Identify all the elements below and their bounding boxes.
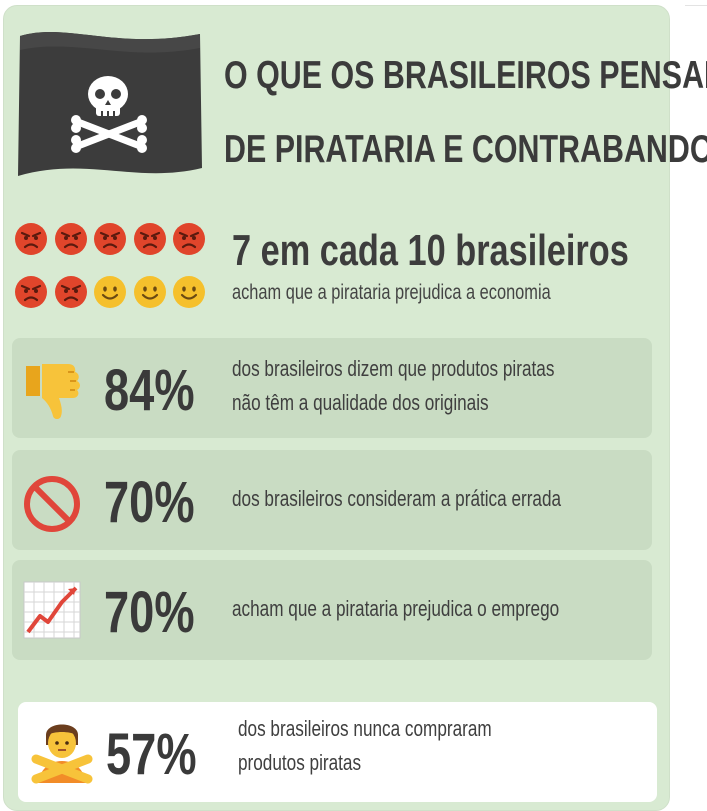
title-line-2: DE PIRATARIA E CONTRABANDO? xyxy=(224,128,707,171)
intro-headline: 7 em cada 10 brasileiros xyxy=(232,226,629,275)
intro-subline: acham que a pirataria prejudica a econom… xyxy=(232,281,551,304)
angry-face-icon xyxy=(133,222,167,256)
stat-card-quality xyxy=(12,338,652,438)
angry-face-icon xyxy=(54,275,88,309)
stat-desc-quality: dos brasileiros dizem que produtos pirat… xyxy=(232,356,555,416)
stat-percent-84: 84% xyxy=(104,358,195,423)
smiling-face-icon xyxy=(172,275,206,309)
smiling-face-icon xyxy=(133,275,167,309)
stat-card-employment xyxy=(12,560,652,660)
angry-face-icon xyxy=(14,275,48,309)
smiling-face-icon xyxy=(93,275,127,309)
thumbs-down-icon xyxy=(26,364,80,419)
divider xyxy=(685,5,707,6)
title-line-1: O QUE OS BRASILEIROS PENSAM xyxy=(224,54,707,97)
person-gesturing-no-icon xyxy=(31,724,93,784)
stat-card-wrong xyxy=(12,450,652,550)
stat-desc-wrong: dos brasileiros consideram a prática err… xyxy=(232,486,562,511)
stat-desc-never-bought: dos brasileiros nunca compraram produtos… xyxy=(238,716,492,776)
stat-desc-employment: acham que a pirataria prejudica o empreg… xyxy=(232,596,560,621)
pirate-flag-icon xyxy=(18,31,202,176)
angry-face-icon xyxy=(93,222,127,256)
stat-percent-70-employment: 70% xyxy=(104,580,195,645)
stat-percent-70-wrong: 70% xyxy=(104,470,195,535)
stat-percent-57: 57% xyxy=(106,722,197,787)
chart-increasing-icon xyxy=(23,581,81,639)
angry-face-icon xyxy=(14,222,48,256)
prohibited-icon xyxy=(24,476,80,532)
angry-face-icon xyxy=(172,222,206,256)
stat-card-never-bought xyxy=(18,702,657,802)
angry-face-icon xyxy=(54,222,88,256)
